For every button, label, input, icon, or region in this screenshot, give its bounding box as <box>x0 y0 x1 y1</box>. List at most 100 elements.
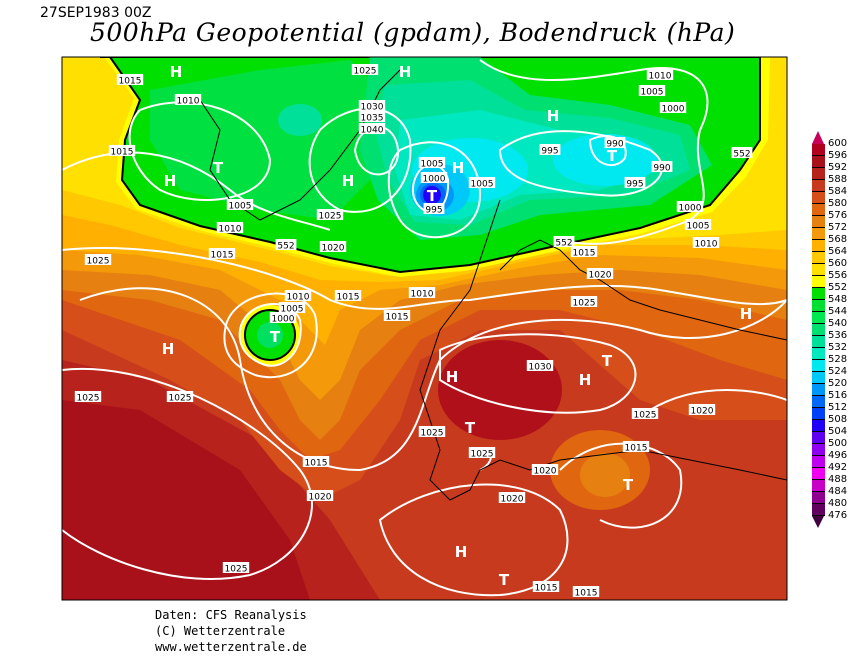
isobar-label: 1025 <box>573 299 596 309</box>
colorbar-label: 504 <box>828 426 848 437</box>
isobar-label: 552 <box>277 242 294 252</box>
isobar-label: 1015 <box>625 444 648 454</box>
colorbar-label: 524 <box>828 366 848 377</box>
colorbar-bin <box>812 156 825 168</box>
isobar-labels: 1015 1010 1015 1005 1010 1015 1025 552 1020 1025 1… <box>74 64 753 599</box>
colorbar-bin <box>812 396 825 408</box>
isobar-label-box <box>418 157 446 168</box>
isobar-label: 1000 <box>423 175 446 185</box>
isobar-label-box <box>226 199 254 210</box>
isobar-label: 1040 <box>361 126 384 136</box>
colorbar-label: 508 <box>828 414 848 425</box>
isobar-label-box <box>638 85 666 96</box>
isobar-label-box <box>646 69 674 80</box>
isobar-label: 1025 <box>421 429 444 439</box>
colorbar-bin <box>812 480 825 492</box>
isobar-label: 1035 <box>361 114 384 124</box>
colorbar-label: 580 <box>828 198 848 209</box>
high-pressure-center: H <box>579 371 592 389</box>
isobar-label: 1025 <box>471 450 494 460</box>
footer-url[interactable]: www.wetterzentrale.de <box>155 640 307 654</box>
isobar-label-box <box>631 408 659 419</box>
isobar-label-box <box>604 137 626 148</box>
isobar-label-box <box>275 239 297 250</box>
isobar-label-box <box>731 147 753 158</box>
isobar-label: 1010 <box>649 72 672 82</box>
high-pressure-center: H <box>547 107 560 125</box>
geopotential-field <box>62 57 787 600</box>
isobar-label-box <box>166 391 194 402</box>
isobar-label: 1025 <box>225 565 248 575</box>
colorbar-bin <box>812 288 825 300</box>
colorbar-max-arrow <box>812 131 824 144</box>
isobar-label: 1005 <box>281 305 304 315</box>
isobar-label: 990 <box>606 140 623 150</box>
high-pressure-center: H <box>170 63 183 81</box>
colorbar-bin <box>812 420 825 432</box>
isobar-label-box <box>572 586 600 597</box>
isobar-label-box <box>676 201 704 212</box>
isobar-label: 1020 <box>589 271 612 281</box>
isobar-label: 1000 <box>662 105 685 115</box>
isobar-label: 1020 <box>691 407 714 417</box>
colorbar-min-arrow <box>812 516 824 528</box>
high-pressure-center: H <box>455 543 468 561</box>
colorbar-bin <box>812 252 825 264</box>
isobar-label: 1015 <box>211 251 234 261</box>
isobar-label-box <box>539 144 561 155</box>
colorbar-label: 572 <box>828 222 848 233</box>
colorbar-bin <box>812 348 825 360</box>
isobar-label-box <box>358 123 386 134</box>
map-date: 27SEP1983 00Z <box>40 5 152 21</box>
high-pressure-center: H <box>446 368 459 386</box>
isobar-label-box <box>358 100 386 111</box>
isobar-label-box <box>319 241 347 252</box>
colorbar-label: 516 <box>828 390 848 401</box>
colorbar-bin <box>812 192 825 204</box>
colorbar-label: 548 <box>828 294 848 305</box>
low-pressure-center: T <box>607 147 618 165</box>
colorbar <box>812 131 825 528</box>
footer-source: Daten: CFS Reanalysis <box>155 608 307 622</box>
colorbar-label: 484 <box>828 486 848 497</box>
colorbar-bin <box>812 168 825 180</box>
colorbar-bin <box>812 216 825 228</box>
isobar-label-box <box>351 64 379 75</box>
isobar-label-box <box>383 310 411 321</box>
high-pressure-center: H <box>162 340 175 358</box>
colorbar-label: 552 <box>828 282 848 293</box>
isobar-label-box <box>302 456 330 467</box>
isobar-label: 1005 <box>229 202 252 212</box>
colorbar-bin <box>812 240 825 252</box>
colorbar-bin <box>812 336 825 348</box>
colorbar-label: 584 <box>828 186 848 197</box>
isobar-label-box <box>624 177 646 188</box>
colorbar-label: 568 <box>828 234 848 245</box>
isobar-label: 1025 <box>319 212 342 222</box>
isobar-label-box <box>269 312 297 323</box>
low-pressure-center: T <box>213 159 224 177</box>
colorbar-label: 588 <box>828 174 848 185</box>
isobar-label-box <box>216 222 244 233</box>
colorbar-label: 492 <box>828 462 848 473</box>
isobar-label-box <box>108 145 136 156</box>
isobar-label: 1010 <box>177 97 200 107</box>
low-pressure-center: T <box>270 328 281 346</box>
colorbar-label: 564 <box>828 246 848 257</box>
colorbar-bin <box>812 384 825 396</box>
isobar-label-box <box>423 203 445 214</box>
isobar-label: 1015 <box>386 313 409 323</box>
colorbar-label: 540 <box>828 318 848 329</box>
isobar-label: 1025 <box>634 411 657 421</box>
colorbar-bin <box>812 468 825 480</box>
isobar-label: 1005 <box>421 160 444 170</box>
isobar-label-box <box>688 404 716 415</box>
isobar-label: 1015 <box>573 249 596 259</box>
isobar-label-box <box>570 246 598 257</box>
colorbar-label: 576 <box>828 210 848 221</box>
low-pressure-center: T <box>499 571 510 589</box>
isobar-label-box <box>553 236 575 247</box>
low-pressure-center: T <box>465 419 476 437</box>
isobar-label: 1010 <box>287 293 310 303</box>
isobar-label-box <box>408 287 436 298</box>
